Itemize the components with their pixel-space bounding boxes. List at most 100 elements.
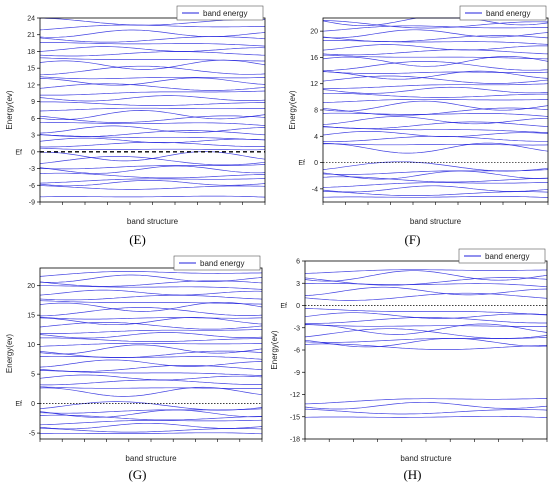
fermi-label: Ef [15,149,22,156]
panel-caption-f: (F) [404,232,421,247]
band-line [322,55,549,67]
band-line [39,165,266,174]
y-tick-label: -5 [29,431,35,438]
band-line [322,44,548,51]
y-tick-label: -9 [294,370,300,377]
x-axis-title: band structure [410,217,462,226]
band-line [39,141,265,148]
y-tick-label: 20 [27,283,35,290]
y-tick-label: 6 [296,259,300,266]
band-line [39,359,262,368]
band-line [322,20,548,29]
y-tick-label: 8 [314,108,318,115]
band-line [322,75,549,84]
band-line [39,29,266,38]
legend: band energy [459,5,547,21]
band-line [39,419,263,426]
y-tick-label: -6 [294,348,300,355]
band-line [39,274,263,283]
band-line [39,147,265,151]
band-line [40,90,266,96]
band-line [39,51,266,57]
band-line [304,337,548,348]
legend-label: band energy [486,9,530,18]
band-line [322,185,549,193]
y-tick-label: 9 [31,99,35,106]
band-line [322,116,548,125]
y-tick-label: -18 [290,437,300,444]
band-line [39,344,263,355]
y-tick-label: 24 [27,16,35,23]
chart-panel-f: -4 0 4 8 12 16 20 Ef Energy(ev) band structure ban… [275,0,550,247]
legend-box [176,5,264,21]
y-tick-label: 6 [31,116,35,123]
fermi-label: Ef [280,303,287,310]
y-axis-title: Energy(ev) [5,90,14,129]
band-chart-e: -9 -6 -3 0 3 6 9 12 15 18 21 24 Ef Energy(ev) band str… [5,5,266,226]
band-line [322,135,548,143]
band-line [323,83,549,89]
band-line [40,122,266,126]
band-line [39,95,266,102]
band-line [322,29,549,39]
band-line [40,328,263,334]
band-line [39,422,263,430]
band-line [304,277,548,286]
band-chart-g: -5 0 5 10 15 20 Ef Energy(ev) band structure band… [5,255,263,463]
band-line [304,324,547,327]
band-line [39,115,266,123]
band-line [39,77,266,86]
band-line [304,308,548,315]
band-line [322,170,549,180]
y-tick-label: 16 [310,55,318,62]
y-axis-title: Energy(ev) [270,330,279,369]
y-tick-label: 0 [31,149,35,156]
y-tick-label: 21 [27,32,35,39]
band-line [322,169,549,175]
band-line [40,42,266,47]
band-line [304,286,548,296]
band-line [39,300,263,305]
band-line [39,83,266,91]
y-tick-label: 5 [31,372,35,379]
band-chart-h: -18 -15 -12 -9 -6 -3 0 3 6 Ef Energy(ev) band struc… [270,248,548,463]
y-tick-label: 12 [27,82,35,89]
y-tick-label: -6 [29,183,35,190]
panel-caption-e: (E) [129,232,146,247]
legend-box [173,255,261,271]
band-line [39,76,266,80]
band-line [39,36,266,43]
band-line [323,40,549,45]
band-line [39,355,263,360]
band-line [39,301,263,312]
x-axis-title: band structure [400,454,452,463]
band-line [40,337,262,342]
band-line [39,350,263,359]
band-lines [304,269,548,419]
band-line [39,321,263,330]
band-line [322,98,548,103]
band-line [304,323,548,335]
band-line [322,142,549,146]
band-line [322,121,549,130]
band-line [39,185,266,190]
y-axis-title: Energy(ev) [288,90,297,129]
band-line [40,285,263,290]
band-line [39,178,265,184]
y-tick-label: 3 [296,281,300,288]
plot-frame [304,260,548,440]
band-lines [322,17,549,198]
band-line [39,24,265,31]
y-tick-label: -12 [290,392,300,399]
band-line [322,190,549,196]
band-lines [39,17,266,198]
band-line [39,125,265,134]
band-line [39,164,266,170]
x-axis-title: band structure [125,454,177,463]
band-line [39,156,266,166]
band-line [39,110,266,121]
legend-label: band energy [203,9,247,18]
band-line [39,271,263,277]
band-line [39,379,262,386]
band-line [322,71,549,74]
